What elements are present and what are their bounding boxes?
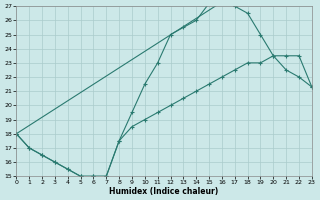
X-axis label: Humidex (Indice chaleur): Humidex (Indice chaleur) xyxy=(109,187,219,196)
